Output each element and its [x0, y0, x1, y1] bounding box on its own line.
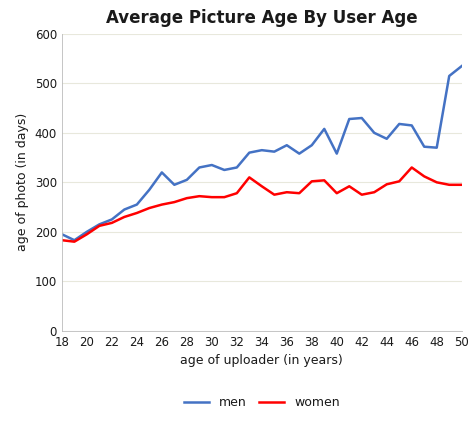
- women: [347, 184, 352, 189]
- women: [384, 182, 389, 187]
- men: [184, 177, 189, 182]
- men: [259, 148, 265, 153]
- women: [197, 194, 202, 199]
- women: [221, 195, 227, 200]
- men: [234, 165, 239, 170]
- women: [234, 191, 239, 196]
- women: [84, 232, 89, 237]
- women: [297, 191, 302, 196]
- women: [309, 179, 315, 184]
- men: [134, 202, 140, 207]
- women: [371, 190, 377, 195]
- men: [84, 229, 89, 234]
- women: [446, 182, 452, 187]
- men: [409, 123, 415, 128]
- men: [71, 237, 77, 243]
- women: [397, 179, 402, 184]
- women: [321, 178, 327, 183]
- men: [297, 151, 302, 156]
- women: [97, 223, 102, 229]
- X-axis label: age of uploader (in years): age of uploader (in years): [180, 354, 343, 367]
- men: [147, 187, 152, 192]
- Line: women: women: [62, 167, 462, 242]
- men: [121, 207, 127, 212]
- men: [171, 182, 177, 187]
- women: [271, 192, 277, 197]
- men: [347, 117, 352, 122]
- men: [334, 151, 339, 156]
- men: [97, 222, 102, 227]
- men: [284, 142, 289, 148]
- men: [459, 64, 465, 69]
- women: [259, 184, 265, 189]
- men: [384, 136, 389, 141]
- men: [434, 145, 440, 150]
- men: [109, 217, 115, 222]
- women: [459, 182, 465, 187]
- Legend: men, women: men, women: [179, 391, 345, 413]
- Title: Average Picture Age By User Age: Average Picture Age By User Age: [106, 9, 417, 27]
- women: [334, 191, 339, 196]
- men: [359, 115, 365, 120]
- men: [197, 165, 202, 170]
- men: [247, 150, 252, 155]
- women: [184, 195, 189, 201]
- women: [409, 165, 415, 170]
- men: [371, 130, 377, 135]
- women: [71, 239, 77, 244]
- women: [284, 190, 289, 195]
- women: [147, 206, 152, 211]
- Y-axis label: age of photo (in days): age of photo (in days): [16, 113, 29, 251]
- men: [397, 121, 402, 126]
- women: [59, 237, 65, 243]
- women: [109, 220, 115, 226]
- men: [209, 162, 215, 167]
- men: [309, 142, 315, 148]
- women: [359, 192, 365, 197]
- women: [247, 175, 252, 180]
- men: [221, 167, 227, 173]
- women: [121, 215, 127, 220]
- women: [134, 210, 140, 215]
- women: [159, 202, 165, 207]
- men: [321, 126, 327, 131]
- women: [209, 195, 215, 200]
- women: [434, 180, 440, 185]
- Line: men: men: [62, 66, 462, 240]
- men: [421, 144, 427, 149]
- men: [446, 73, 452, 78]
- men: [271, 149, 277, 154]
- men: [159, 170, 165, 175]
- men: [59, 232, 65, 237]
- women: [421, 174, 427, 179]
- women: [171, 200, 177, 205]
